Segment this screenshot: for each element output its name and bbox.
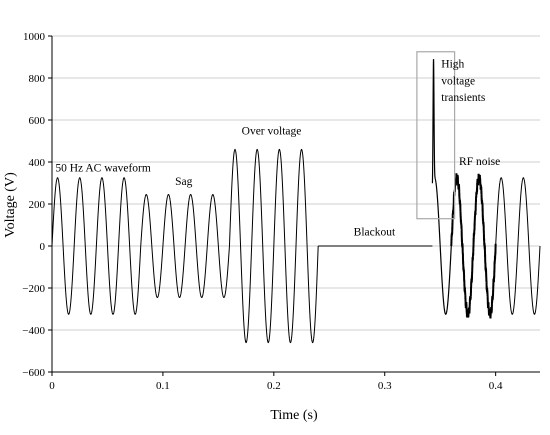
y-tick-label: 200 xyxy=(29,199,46,211)
annotation-label: Sag xyxy=(175,176,193,188)
waveform-segment xyxy=(450,173,497,319)
y-tick-label: −200 xyxy=(22,283,45,295)
waveform-segment xyxy=(228,148,319,344)
annotation-label: voltage xyxy=(441,75,475,87)
waveform-segment xyxy=(495,177,541,315)
annotation-label: Blackout xyxy=(354,227,396,239)
y-tick-label: 400 xyxy=(29,157,46,169)
annotation-label: 50 Hz AC waveform xyxy=(55,162,151,174)
y-tick-label: 1000 xyxy=(23,31,46,43)
x-tick-label: 0.4 xyxy=(489,380,503,392)
annotation-label: RF noise xyxy=(459,156,500,168)
waveform-segment xyxy=(140,194,230,298)
y-tick-label: 600 xyxy=(29,115,46,127)
waveform-segment xyxy=(431,59,452,315)
axes-layer: −600 −400 −200 0 200 400 600 800 1000 0 0.1 0.2 0.3 0… xyxy=(22,31,540,392)
y-tick-label: 0 xyxy=(40,241,46,253)
annotation-label: transients xyxy=(441,92,486,104)
x-tick-label: 0.3 xyxy=(378,380,392,392)
annotation-layer: 50 Hz AC waveform Sag Over voltage Blackout… xyxy=(55,51,500,239)
y-axis-title: Voltage (V) xyxy=(3,172,18,238)
y-tick-label: −400 xyxy=(22,325,45,337)
y-tick-label: 800 xyxy=(29,73,46,85)
wave-layer xyxy=(51,59,541,344)
x-axis-title: Time (s) xyxy=(270,408,318,423)
x-tick-label: 0.1 xyxy=(156,380,170,392)
annotation-label: Over voltage xyxy=(242,126,302,138)
x-tick-label: 0 xyxy=(49,380,55,392)
annotation-label: High xyxy=(441,59,464,71)
x-tick-label: 0.2 xyxy=(267,380,281,392)
y-tick-label: −600 xyxy=(22,367,45,379)
transient-highlight-box xyxy=(416,51,456,220)
waveform-segment xyxy=(51,177,142,315)
